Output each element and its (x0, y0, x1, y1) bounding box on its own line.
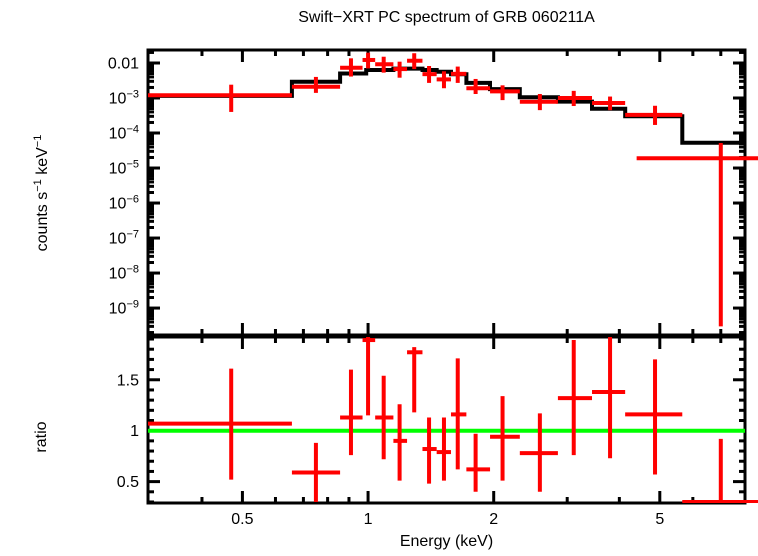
spectrum-data-point-series (148, 52, 758, 327)
spectrum-data-point (340, 58, 363, 77)
ratio-data-point (436, 417, 451, 481)
ratio-data-point (519, 413, 558, 492)
spectrum-data-point (490, 85, 520, 101)
spectrum-data-point (422, 66, 437, 83)
y-axis-label-counts: counts s−1 keV−1 (32, 135, 51, 252)
spectrum-data-point (362, 52, 376, 69)
ratio-data-point (148, 368, 292, 480)
ratio-data-point (375, 375, 394, 460)
y-tick-label: 10−8 (109, 264, 139, 283)
x-tick-label: 5 (655, 511, 664, 528)
ratio-data-point (393, 404, 408, 481)
ratio-data-point (450, 358, 467, 470)
y-tick-label: 0.5 (117, 474, 139, 491)
y-axis-label-ratio: ratio (33, 421, 50, 452)
axis-ticks (148, 50, 747, 504)
ratio-data-point (362, 337, 376, 416)
ratio-data-point (422, 417, 437, 484)
spectrum-data-point (636, 142, 758, 327)
ratio-data-point (490, 396, 520, 481)
y-tick-label: 1 (130, 423, 139, 440)
y-tick-label: 0.01 (108, 55, 139, 72)
svg-text:ratio: ratio (33, 421, 50, 452)
x-axis-label: Energy (keV) (400, 533, 493, 550)
y-tick-label: 1.5 (117, 372, 139, 389)
ratio-data-point (625, 359, 683, 475)
x-tick-label: 2 (489, 511, 498, 528)
spectrum-data-point (450, 66, 467, 83)
ratio-data-point (557, 340, 593, 456)
spectrum-data-point (625, 105, 683, 125)
spectrum-data-point (519, 94, 558, 111)
y-tick-label: 10−6 (109, 194, 139, 213)
ratio-data-point (340, 369, 363, 456)
spectrum-data-point (557, 90, 593, 107)
spectrum-data-point (291, 76, 341, 93)
spectrum-data-point (407, 53, 423, 70)
spectrum-data-point (592, 96, 626, 111)
ratio-data-point (407, 347, 423, 413)
svg-text:counts s−1 keV−1: counts s−1 keV−1 (32, 135, 51, 252)
ratio-data-point (682, 438, 758, 503)
y-tick-label: 10−5 (109, 159, 139, 178)
x-tick-label: 0.5 (231, 511, 253, 528)
x-tick-label: 1 (364, 511, 373, 528)
ratio-data-point-series (148, 337, 758, 503)
plot-title: Swift−XRT PC spectrum of GRB 060211A (298, 9, 595, 26)
y-tick-label: 10−9 (109, 299, 139, 318)
ratio-data-point (592, 337, 626, 459)
ratio-data-point (291, 442, 341, 502)
spectrum-data-point (148, 84, 292, 112)
spectrum-data-point (466, 78, 491, 95)
y-tick-label: 10−4 (109, 124, 139, 143)
y-tick-label: 10−3 (109, 89, 139, 108)
spectrum-data-point (375, 56, 394, 73)
y-tick-label: 10−7 (109, 229, 139, 248)
ratio-data-point (466, 433, 491, 492)
spectrum-data-point (393, 61, 408, 78)
spectrum-data-point (436, 71, 451, 89)
